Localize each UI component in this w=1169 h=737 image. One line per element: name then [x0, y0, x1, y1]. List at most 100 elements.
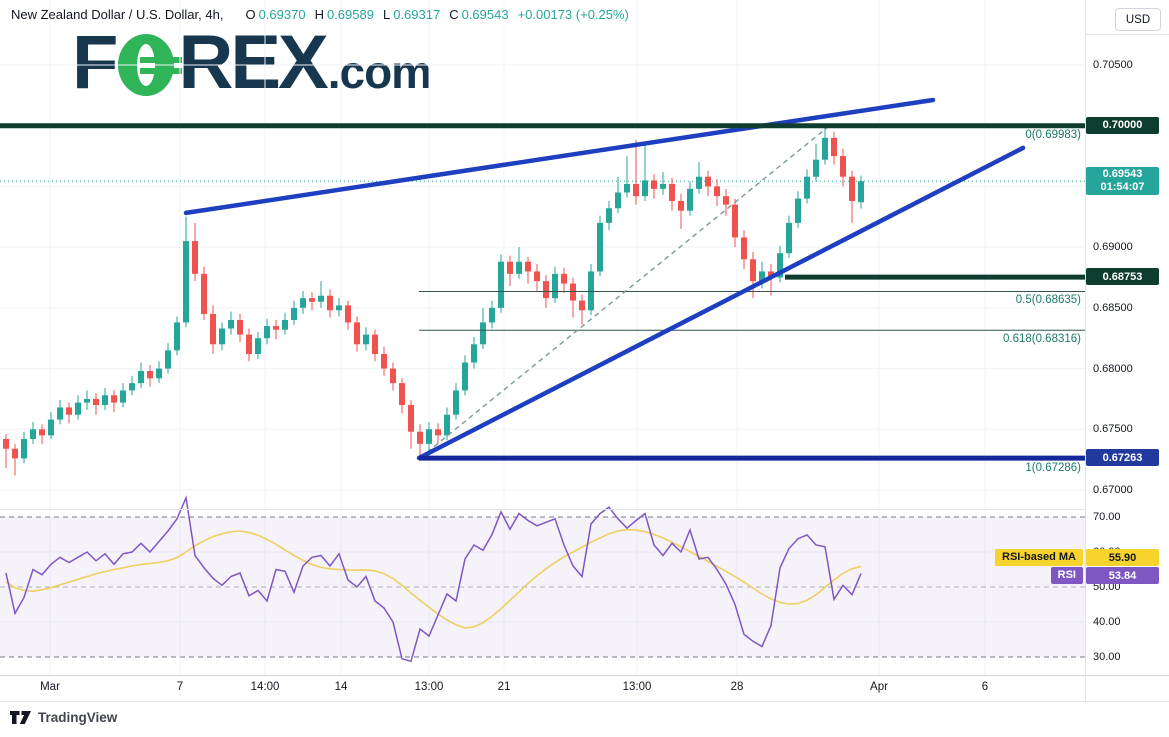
candle: [165, 343, 171, 374]
candle: [615, 176, 621, 214]
candle: [570, 277, 576, 318]
rsi-axis-label: 30.00: [1093, 651, 1121, 663]
candle: [183, 216, 189, 328]
candle: [336, 298, 342, 317]
rsi-ma-line: [5, 528, 862, 629]
axis-top-separator: [1086, 34, 1169, 35]
high-label: H: [314, 7, 324, 22]
candle: [624, 156, 630, 198]
candle: [291, 300, 297, 325]
currency-unit-button[interactable]: USD: [1115, 8, 1161, 31]
candle: [327, 289, 333, 318]
candle: [12, 443, 18, 476]
time-axis-label: Mar: [40, 681, 60, 693]
candle: [678, 193, 684, 229]
candle: [57, 400, 63, 425]
candle: [480, 307, 486, 350]
candle: [237, 313, 243, 342]
candle: [822, 128, 828, 165]
candle: [102, 388, 108, 410]
candle: [633, 140, 639, 205]
chart-legend: New Zealand Dollar / U.S. Dollar, 4h, O …: [11, 7, 632, 22]
rsi-value-badge: 53.84: [1086, 567, 1159, 584]
change-value: +0.00173 (+0.25%): [517, 7, 629, 22]
candle: [408, 400, 414, 449]
candle: [66, 402, 72, 424]
time-axis-label: 7: [176, 681, 184, 693]
candle: [849, 170, 855, 223]
open-label: O: [245, 7, 256, 22]
symbol-title[interactable]: New Zealand Dollar / U.S. Dollar, 4h,: [11, 7, 224, 22]
time-axis-label: 13:00: [414, 681, 444, 693]
tradingview-mark-icon: [10, 711, 31, 724]
time-axis-label: Apr: [870, 681, 888, 693]
candle: [399, 378, 405, 414]
candle: [48, 412, 54, 440]
time-axis-label: 28: [730, 681, 744, 693]
low-label: L: [382, 7, 391, 22]
candle: [588, 264, 594, 316]
candle: [786, 215, 792, 259]
candle: [795, 191, 801, 228]
watermark-text-com: .com: [327, 45, 432, 98]
candle: [858, 175, 864, 209]
candle: [606, 201, 612, 231]
candle: [669, 177, 675, 211]
candle: [471, 337, 477, 369]
candle: [435, 423, 441, 444]
price-axis-label: 0.67500: [1093, 423, 1133, 436]
candle: [354, 316, 360, 352]
candle: [489, 300, 495, 329]
candle: [120, 383, 126, 408]
candle: [309, 292, 315, 311]
tradingview-logo[interactable]: TradingView: [10, 710, 117, 725]
fib-label-618: 0.618(0.68316): [1002, 333, 1081, 345]
candle: [723, 188, 729, 216]
candle: [156, 361, 162, 384]
candle: [264, 318, 270, 345]
forex-com-watermark-logo: F REX .com: [72, 20, 432, 105]
pane-separator[interactable]: [0, 509, 1085, 510]
candle: [642, 143, 648, 202]
candle: [300, 290, 306, 314]
candle: [381, 346, 387, 376]
candle: [228, 311, 234, 335]
rsi-ma-value-badge: 55.90: [1086, 549, 1159, 566]
price-axis[interactable]: 0.70500 0.69000 0.68500 0.68000 0.67500 0.670…: [1086, 0, 1169, 701]
candle: [3, 434, 9, 469]
candle: [282, 312, 288, 335]
trendline: [183, 97, 936, 216]
candle: [777, 245, 783, 283]
candle: [372, 329, 378, 362]
price-level-badge: 0.70000: [1086, 116, 1159, 134]
price-axis-label: 0.69000: [1093, 241, 1133, 254]
candle: [93, 392, 99, 415]
candle: [201, 266, 207, 321]
candle: [219, 322, 225, 351]
current-price-badge: 0.69543 01:54:07: [1086, 167, 1159, 196]
price-axis-label: 0.70500: [1093, 59, 1133, 71]
watermark-text-f: F: [72, 20, 118, 105]
rsi-ma-name-badge: RSI-based MA: [995, 549, 1083, 566]
candle: [192, 222, 198, 282]
time-axis[interactable]: Mar 7 14:00 14 13:00 21 13:00 28 Apr 6: [0, 675, 1169, 702]
candle: [462, 355, 468, 396]
candle: [750, 252, 756, 299]
candle: [507, 255, 513, 287]
rsi-axis-label: 50.00: [1093, 581, 1121, 593]
fib-label-100: 1(0.67286): [1025, 462, 1081, 474]
candle: [21, 431, 27, 464]
close-label: C: [449, 7, 459, 22]
candle: [579, 294, 585, 325]
chart-canvas[interactable]: [0, 0, 1086, 675]
candle: [525, 256, 531, 284]
candle: [768, 264, 774, 296]
axis-separator: [1085, 0, 1086, 701]
candle: [534, 264, 540, 291]
watermark-text-rex: REX: [178, 20, 328, 105]
price-axis-label: 0.68500: [1093, 301, 1133, 314]
price-level-badge: 0.67263: [1086, 449, 1159, 467]
candle: [831, 131, 837, 165]
candle: [426, 422, 432, 455]
ohlc-readout: O 0.69370 H 0.69589 L 0.69317 C 0.69543 …: [245, 7, 631, 22]
